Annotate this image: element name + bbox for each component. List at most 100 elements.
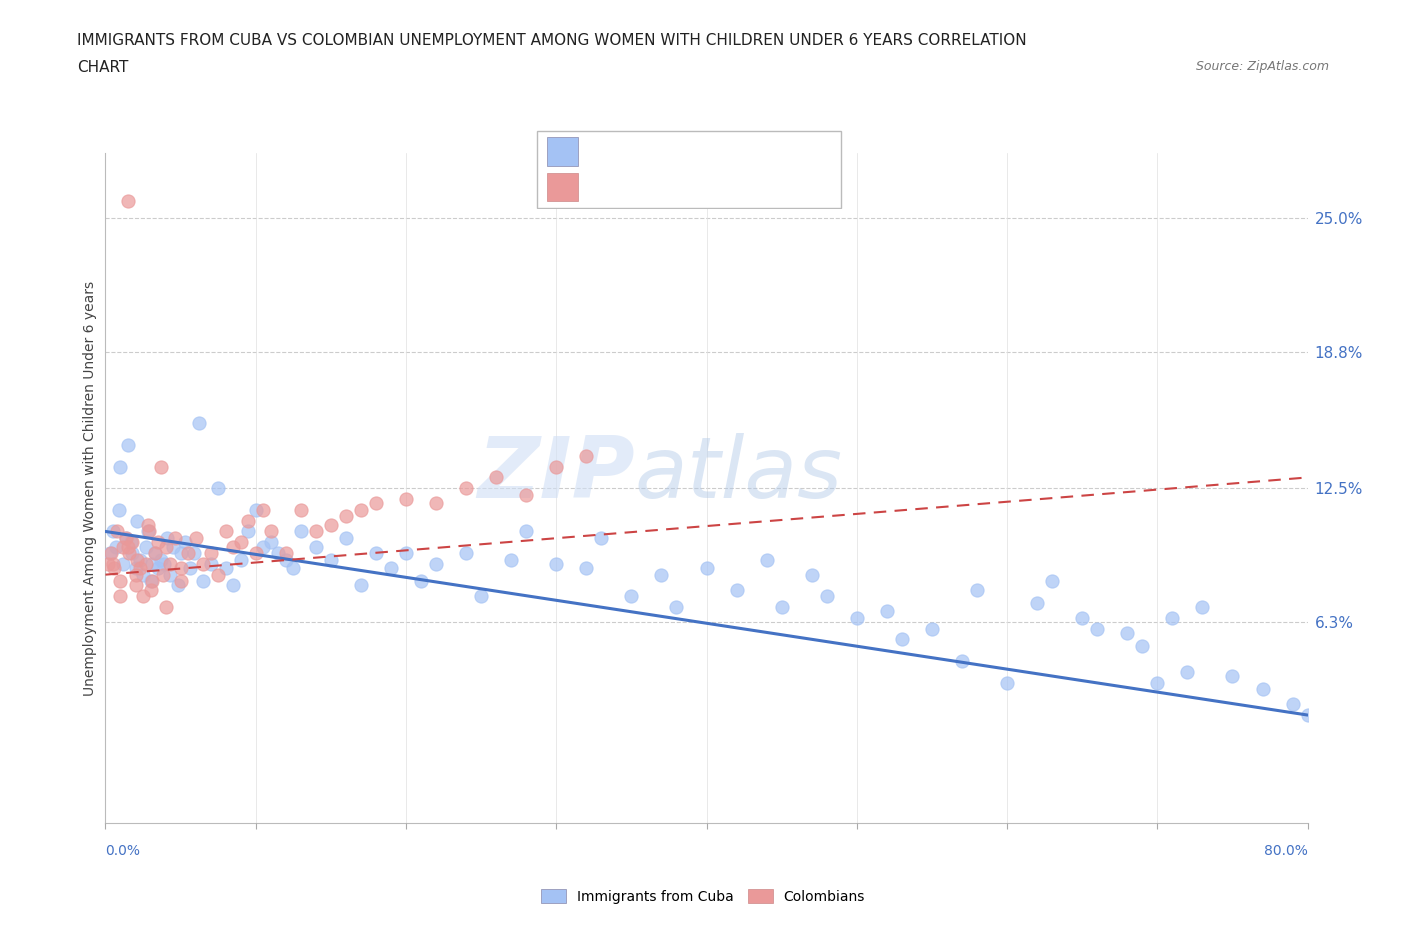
Point [1296,708,1319,723]
Point [207,481,229,496]
Point [112,556,135,571]
Point [121,546,143,561]
Point [966,582,988,597]
Point [815,589,838,604]
Point [118,546,141,561]
Point [163,530,186,545]
Point [150,459,173,474]
Point [1116,626,1139,641]
Point [364,496,387,511]
Point [1175,664,1198,679]
Point [1040,574,1063,589]
Point [245,546,267,561]
Point [1251,682,1274,697]
Point [141,574,163,589]
Point [305,539,328,554]
Text: IMMIGRANTS FROM CUBA VS COLOMBIAN UNEMPLOYMENT AMONG WOMEN WITH CHILDREN UNDER 6: IMMIGRANTS FROM CUBA VS COLOMBIAN UNEMPL… [77,33,1026,47]
Point [1191,600,1213,615]
Point [143,546,166,561]
Point [591,530,613,545]
Point [575,448,598,463]
Text: 80.0%: 80.0% [1264,844,1308,858]
Point [184,530,207,545]
Point [1130,639,1153,654]
Point [575,561,598,576]
Point [425,556,447,571]
Point [238,513,260,528]
FancyBboxPatch shape [537,131,841,208]
Point [108,502,131,517]
Point [200,546,222,561]
Point [238,524,260,538]
Point [110,589,132,604]
Point [335,530,357,545]
Point [150,552,173,567]
Point [169,546,191,561]
Point [876,604,898,618]
Text: CHART: CHART [77,60,129,75]
Point [155,539,177,554]
Point [546,556,568,571]
Point [132,589,155,604]
Point [725,582,748,597]
Point [155,600,177,615]
Point [1071,610,1094,625]
Point [129,552,152,567]
Point [136,517,159,532]
Point [696,561,718,576]
Text: R = -0.361    N = 91: R = -0.361 N = 91 [586,144,727,158]
Point [129,561,152,576]
Point [100,546,122,561]
Point [222,539,245,554]
Point [845,610,868,625]
Point [921,621,943,636]
Point [146,535,169,550]
Point [1026,595,1049,610]
Point [120,535,142,550]
Point [305,524,328,538]
Point [112,539,135,554]
Point [267,546,290,561]
Point [890,632,912,647]
Point [135,539,157,554]
Point [191,574,214,589]
Point [159,567,181,582]
Bar [547,173,578,202]
Point [187,416,209,431]
Point [229,552,252,567]
Point [214,524,236,538]
Point [456,481,478,496]
Point [546,459,568,474]
Point [139,574,162,589]
Point [364,546,387,561]
Point [245,502,267,517]
Point [146,561,169,576]
Point [153,556,176,571]
Point [179,561,201,576]
Point [620,589,643,604]
Legend: Immigrants from Cuba, Colombians: Immigrants from Cuba, Colombians [536,884,870,910]
Point [260,535,283,550]
Point [143,546,166,561]
Point [152,567,174,582]
Point [132,567,155,582]
Point [755,552,778,567]
Point [162,539,184,554]
Point [200,556,222,571]
Point [260,524,283,538]
Point [470,589,492,604]
Point [1146,675,1168,690]
Point [214,561,236,576]
Point [156,530,179,545]
Text: R = 0.080    N = 59: R = 0.080 N = 59 [586,180,723,194]
Point [101,556,124,571]
Point [1281,697,1303,711]
Point [456,546,478,561]
Point [1161,610,1184,625]
Point [117,438,139,453]
Point [485,470,508,485]
Point [1222,669,1244,684]
Point [135,556,157,571]
Point [290,502,312,517]
Point [515,487,537,502]
